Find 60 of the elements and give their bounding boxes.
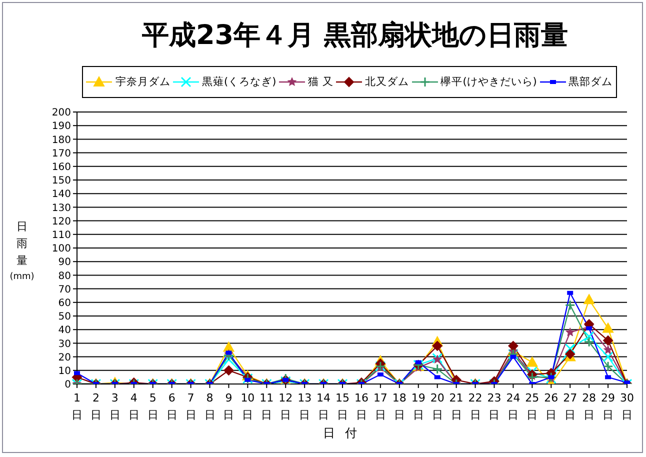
y-tick-label: 10	[58, 366, 71, 377]
x-tick-label: 20日	[430, 392, 444, 422]
y-tick-label: 130	[52, 202, 71, 214]
y-tick-label: 110	[52, 230, 71, 241]
x-tick-label: 11日	[260, 392, 274, 422]
y-tick-label: 60	[58, 298, 71, 309]
y-tick-label: 160	[52, 162, 71, 173]
x-tick-label: 9日	[223, 392, 234, 422]
legend-label: 黒部ダム	[568, 75, 613, 89]
y-tick-label: 200	[52, 108, 71, 119]
x-tick-label: 5日	[147, 392, 158, 422]
x-tick-label: 8日	[204, 392, 216, 422]
x-tick-label: 10日	[240, 392, 255, 422]
chart-title: 平成23年４月 黒部扇状地の日雨量	[141, 19, 569, 53]
y-tick-label: 90	[58, 257, 71, 268]
y-tick-label: 0	[64, 380, 71, 391]
x-tick-label: 26日	[544, 392, 558, 422]
y-tick-label: 40	[58, 325, 71, 336]
y-tick-label: 180	[52, 134, 71, 146]
y-tick-label: 140	[52, 189, 71, 200]
x-tick-label: 25日	[525, 392, 540, 422]
y-tick-label: 30	[58, 338, 71, 350]
x-tick-label: 4日	[128, 392, 140, 422]
y-tick-label: 100	[52, 244, 71, 255]
legend-label: 宇奈月ダム	[115, 75, 170, 89]
x-tick-label: 19日	[411, 392, 426, 422]
x-tick-label: 21日	[449, 392, 464, 422]
x-tick-label: 6日	[166, 392, 178, 422]
y-tick-label: 170	[52, 148, 71, 160]
y-tick-label: 150	[52, 176, 71, 187]
x-tick-label: 17日	[373, 392, 388, 422]
x-tick-label: 23日	[487, 392, 502, 422]
legend-label: 北又ダム	[365, 75, 409, 89]
y-tick-label: 20	[58, 352, 71, 364]
x-tick-label: 3日	[109, 392, 120, 422]
x-tick-label: 16日	[354, 392, 368, 422]
y-axis-title: 日雨量(mm)	[8, 219, 36, 284]
x-tick-label: 30日	[620, 392, 634, 422]
x-tick-label: 12日	[278, 392, 293, 422]
legend-label: 黒薙(くろなぎ)	[202, 75, 276, 89]
legend-label: 欅平(けやきだいら)	[440, 75, 537, 89]
x-tick-label: 24日	[506, 392, 520, 422]
x-tick-label: 28日	[582, 392, 596, 422]
x-axis-title: 日 付	[322, 425, 358, 442]
x-tick-label: 27日	[563, 392, 578, 422]
x-tick-label: 29日	[601, 392, 616, 422]
y-tick-label: 70	[58, 284, 71, 296]
x-tick-label: 14日	[316, 392, 331, 422]
x-tick-label: 7日	[185, 392, 196, 422]
x-tick-label: 1日	[72, 392, 82, 422]
legend-label: 猫 又	[308, 75, 334, 89]
x-tick-label: 2日	[90, 392, 102, 422]
x-tick-label: 22日	[468, 392, 482, 422]
x-tick-label: 13日	[298, 392, 312, 422]
x-tick-label: 18日	[392, 392, 406, 422]
y-tick-label: 50	[58, 312, 71, 323]
y-tick-label: 120	[52, 216, 71, 228]
y-tick-label: 80	[58, 270, 71, 282]
x-tick-label: 15日	[336, 392, 350, 422]
y-tick-label: 190	[52, 121, 71, 132]
